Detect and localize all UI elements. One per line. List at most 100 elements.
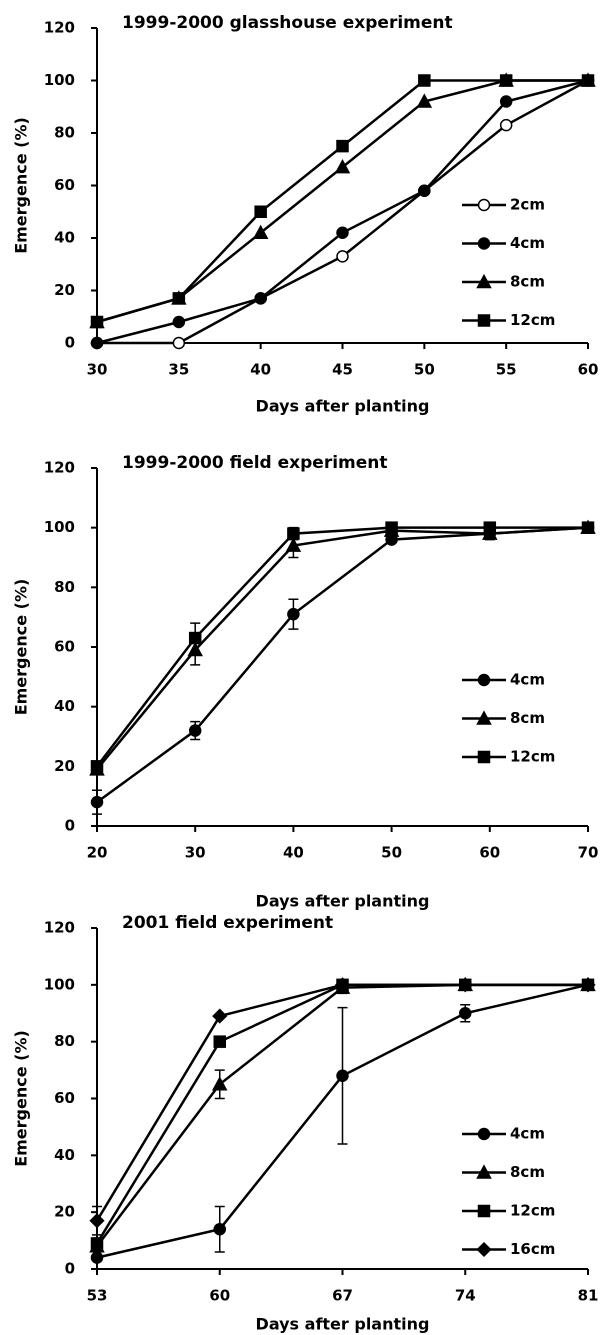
legend-marker	[477, 314, 491, 327]
data-point	[416, 93, 433, 108]
y-tick-label: 120	[44, 459, 75, 477]
y-tick-label: 0	[65, 334, 75, 352]
legend-label: 4cm	[510, 1125, 545, 1143]
x-tick-label: 60	[578, 361, 599, 379]
data-point	[172, 292, 186, 305]
data-point	[385, 521, 398, 534]
legend-marker	[477, 237, 491, 250]
data-point	[252, 224, 269, 239]
y-tick-label: 40	[54, 229, 75, 247]
chart-title: 1999-2000 field experiment	[122, 453, 388, 473]
y-tick-label: 100	[44, 975, 75, 993]
data-point	[418, 74, 431, 87]
x-tick-label: 55	[496, 361, 517, 379]
legend-marker	[477, 1127, 491, 1141]
data-point	[254, 205, 267, 218]
x-tick-label: 30	[87, 361, 108, 379]
data-point	[254, 292, 267, 305]
y-tick-label: 60	[54, 176, 75, 194]
x-axis-label: Days after planting	[256, 892, 430, 911]
y-tick-label: 20	[54, 281, 75, 299]
legend-label: 12cm	[510, 748, 555, 766]
data-point	[212, 1008, 228, 1024]
data-point	[172, 336, 186, 350]
x-tick-label: 81	[578, 1287, 599, 1305]
data-point	[334, 977, 351, 993]
y-tick-label: 80	[54, 1032, 75, 1050]
x-tick-label: 53	[87, 1287, 108, 1305]
series-line	[96, 526, 588, 768]
data-point	[213, 1222, 226, 1236]
data-point	[336, 250, 349, 263]
x-tick-label: 50	[381, 844, 402, 862]
legend-label: 8cm	[510, 709, 545, 727]
y-tick-label: 20	[54, 1203, 75, 1221]
y-axis-label: Emergence (%)	[12, 1030, 31, 1167]
data-point	[213, 1035, 226, 1048]
y-tick-label: 0	[65, 1260, 75, 1278]
legend-marker	[476, 1241, 492, 1258]
x-tick-label: 20	[87, 844, 108, 862]
legend-marker	[476, 1164, 492, 1179]
legend-marker	[476, 273, 492, 289]
data-point	[499, 118, 513, 132]
data-point	[336, 226, 349, 239]
x-tick-label: 70	[578, 844, 599, 862]
data-point	[188, 724, 202, 737]
x-tick-label: 30	[185, 844, 206, 862]
data-point	[90, 1251, 104, 1264]
x-tick-label: 40	[250, 361, 271, 379]
legend-marker	[476, 710, 492, 725]
data-point	[90, 315, 104, 329]
y-tick-label: 120	[44, 19, 75, 37]
legend-label: 4cm	[510, 671, 545, 689]
data-point	[580, 977, 596, 993]
y-tick-label: 80	[54, 578, 75, 596]
legend-marker	[477, 673, 491, 687]
y-tick-label: 0	[65, 817, 75, 835]
data-point	[90, 760, 104, 773]
series-line	[96, 526, 589, 771]
data-point	[287, 607, 300, 621]
data-point	[459, 1007, 472, 1020]
legend-marker	[477, 198, 491, 212]
data-point	[188, 631, 202, 645]
data-point	[285, 537, 302, 552]
legend-label: 2cm	[510, 196, 545, 214]
data-point	[418, 184, 431, 197]
y-axis-label: Emergence (%)	[12, 117, 31, 254]
x-tick-label: 67	[332, 1287, 353, 1305]
legend-label: 8cm	[510, 273, 545, 291]
y-tick-label: 40	[54, 697, 75, 715]
x-tick-label: 60	[479, 844, 500, 862]
data-point	[172, 315, 186, 329]
y-tick-label: 60	[54, 1089, 75, 1107]
y-axis-label: Emergence (%)	[12, 579, 31, 716]
y-tick-label: 100	[44, 518, 75, 536]
data-point	[581, 74, 595, 87]
data-point	[499, 95, 513, 108]
legend-label: 12cm	[510, 311, 555, 329]
data-point	[211, 1076, 228, 1091]
data-point	[483, 521, 497, 534]
x-axis-label: Days after planting	[256, 397, 430, 416]
chart-title: 1999-2000 glasshouse experiment	[122, 13, 453, 33]
data-point	[90, 1237, 104, 1250]
y-tick-label: 80	[54, 124, 75, 142]
x-axis-label: Days after planting	[256, 1315, 430, 1334]
data-point	[90, 336, 104, 350]
data-point	[499, 74, 513, 87]
data-point	[457, 977, 473, 993]
chart-title: 2001 field experiment	[122, 913, 333, 933]
legend-label: 16cm	[510, 1240, 555, 1258]
x-tick-label: 60	[209, 1287, 230, 1305]
y-tick-label: 60	[54, 638, 75, 656]
x-tick-label: 35	[168, 361, 189, 379]
x-tick-label: 50	[414, 361, 435, 379]
y-tick-label: 100	[44, 71, 75, 89]
data-point	[90, 795, 104, 809]
y-tick-label: 120	[44, 919, 75, 937]
x-tick-label: 40	[283, 844, 304, 862]
